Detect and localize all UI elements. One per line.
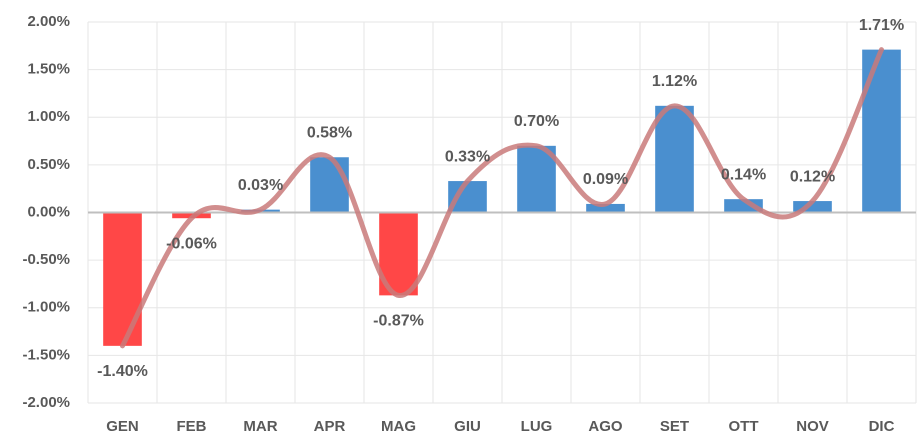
y-tick-label: 1.50% — [27, 61, 70, 78]
data-label: -1.40% — [97, 363, 148, 380]
x-tick-label: LUG — [521, 418, 553, 435]
data-label: 0.58% — [307, 124, 352, 141]
bar — [310, 157, 349, 213]
y-tick-label: 0.00% — [27, 203, 70, 220]
y-tick-label: -1.50% — [22, 346, 70, 363]
bar — [793, 201, 832, 213]
x-tick-label: GIU — [454, 418, 481, 435]
data-label: 0.03% — [238, 177, 283, 194]
bar — [862, 49, 901, 213]
y-tick-label: 2.00% — [27, 13, 70, 30]
y-tick-label: 0.50% — [27, 156, 70, 173]
bar — [103, 212, 142, 346]
x-tick-label: GEN — [106, 418, 139, 435]
bar — [724, 199, 763, 213]
data-label: 0.09% — [583, 171, 628, 188]
data-label: 0.70% — [514, 113, 559, 130]
x-tick-label: FEB — [177, 418, 207, 435]
data-label: 0.12% — [790, 168, 835, 185]
data-label: -0.06% — [166, 235, 217, 252]
bar — [586, 203, 625, 213]
y-tick-label: -0.50% — [22, 251, 70, 268]
x-tick-label: DIC — [869, 418, 895, 435]
bar — [517, 145, 556, 213]
x-tick-label: APR — [314, 418, 346, 435]
data-label: -0.87% — [373, 313, 424, 330]
trend-line — [120, 47, 884, 349]
x-tick-label: MAR — [243, 418, 277, 435]
y-tick-label: -1.00% — [22, 299, 70, 316]
data-label: 1.12% — [652, 73, 697, 90]
x-tick-label: AGO — [588, 418, 623, 435]
x-tick-label: NOV — [796, 418, 829, 435]
data-label: 0.14% — [721, 166, 766, 183]
y-tick-label: 1.00% — [27, 108, 70, 125]
bar — [655, 105, 694, 213]
x-tick-label: OTT — [729, 418, 759, 435]
data-label: 0.33% — [445, 148, 490, 165]
x-tick-label: SET — [660, 418, 689, 435]
x-tick-label: MAG — [381, 418, 416, 435]
y-tick-label: -2.00% — [22, 394, 70, 411]
data-label: 1.71% — [859, 17, 904, 34]
